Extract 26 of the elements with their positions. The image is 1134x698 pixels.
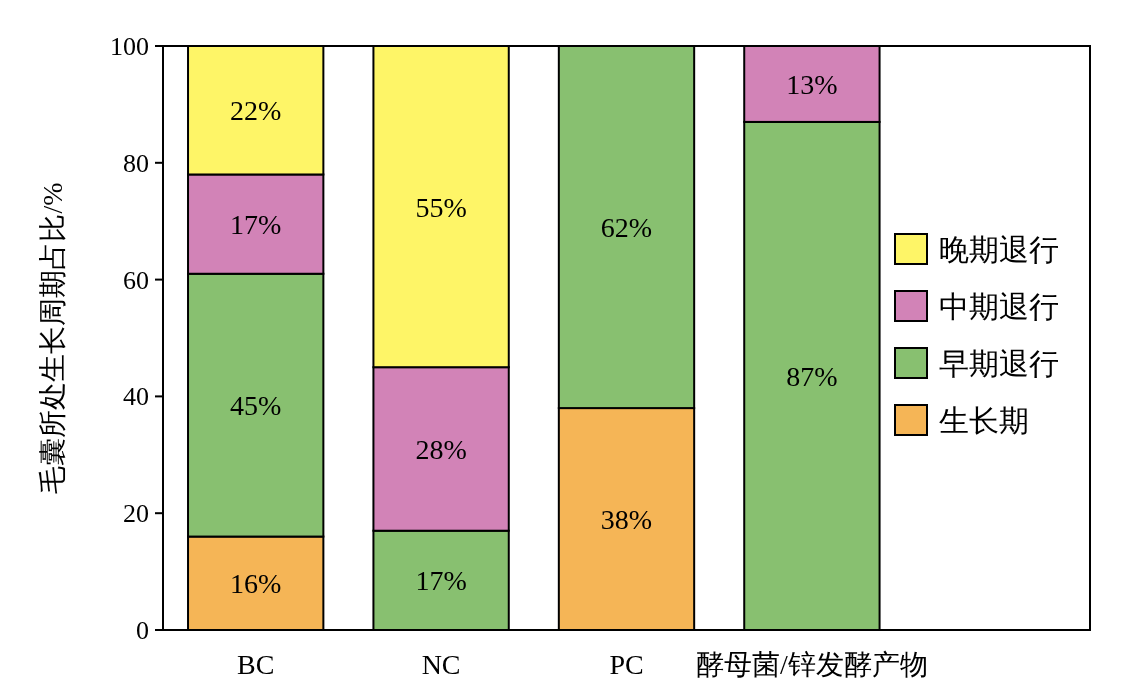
- data-label: 62%: [600, 212, 653, 244]
- data-label: 17%: [230, 209, 282, 241]
- x-tick-label: BC: [237, 649, 275, 680]
- legend-label: 生长期: [939, 404, 1029, 437]
- data-label: 28%: [415, 433, 467, 465]
- x-tick-label: PC: [609, 649, 644, 680]
- x-tick-label: NC: [421, 649, 461, 680]
- y-tick-label: 100: [110, 32, 149, 61]
- data-label: 22%: [230, 95, 282, 127]
- data-label: 16%: [230, 568, 282, 600]
- legend-label: 中期退行: [939, 290, 1059, 323]
- y-tick-label: 60: [123, 265, 149, 295]
- data-label: 17%: [415, 565, 467, 597]
- data-label: 87%: [786, 360, 838, 392]
- data-label: 55%: [415, 191, 467, 223]
- data-label: 45%: [230, 390, 282, 422]
- y-tick-label: 0: [136, 616, 149, 645]
- y-tick-label: 40: [123, 382, 149, 412]
- y-tick-label: 20: [123, 499, 149, 529]
- data-label: 13%: [786, 68, 838, 100]
- x-tick-label: 酵母菌/锌发酵产物: [696, 649, 928, 680]
- y-tick-label: 80: [123, 148, 149, 178]
- y-axis-title: 毛囊所处生长周期占比/%: [37, 182, 68, 494]
- legend-label: 早期退行: [939, 347, 1059, 380]
- legend-label: 晚期退行: [939, 233, 1059, 266]
- data-label: 38%: [600, 504, 653, 536]
